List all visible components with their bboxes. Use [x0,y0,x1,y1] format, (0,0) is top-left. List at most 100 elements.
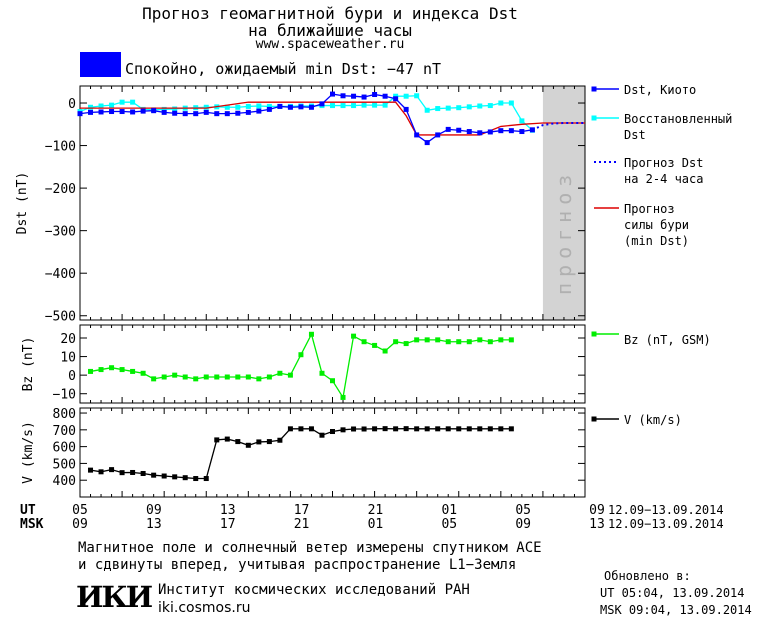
dst-series-0-point [214,111,220,117]
axis-ut-tick: 09 [589,503,605,518]
speed-ytick-label: 500 [53,457,76,472]
dst-series-0-point [361,94,367,100]
dst-series-1-point [361,102,367,108]
dst-series-0-point [224,111,230,117]
bz-series-0-point [98,367,104,373]
dst-series-0-point [435,132,441,138]
bz-series-0-point [508,337,514,343]
bz-series-0-point [498,337,504,343]
dst-series-1-point [161,106,167,112]
bz-series-0-point [277,370,283,376]
dst-series-1-point [88,104,94,110]
axis-msk-tick: 21 [294,517,310,532]
dst-series-0-point [193,111,199,117]
legend-storm-label3: (min Dst) [624,234,689,248]
bz-frame [79,324,586,404]
bz-series-0-point [319,370,325,376]
speed-ytick-label: 600 [53,441,76,456]
footer-note-line2: и сдвинуты вперед, учитывая распростране… [78,557,517,573]
dst-series-0-point [172,110,178,116]
legend-bz-marker [591,331,597,337]
speed-series-0-point [403,426,409,432]
axis-ut-tick: 17 [294,503,310,518]
bz-series-0-point [235,374,241,380]
speed-series-0-point [130,469,136,475]
dst-series-1-point [224,104,230,110]
status-indicator [80,52,121,77]
institute-url[interactable]: iki.cosmos.ru [158,600,251,616]
dst-series-0-point [445,126,451,132]
speed-series-0-point [414,426,420,432]
dst-series-1-point [130,99,136,105]
axis-ut-label: UT [20,503,36,518]
speed-series-0-point [477,426,483,432]
dst-series-1-point [393,93,399,99]
speed-series-0-point [277,437,283,443]
forecast-band [542,86,585,320]
dst-series-1-point [403,93,409,99]
speed-series-0-point [245,442,251,448]
dst-series-0-point [498,128,504,134]
bz-series-0-point [245,374,251,380]
legend-dst-kyoto-marker [591,86,597,92]
dst-series-0-point [277,103,283,109]
bz-series-0-point [456,339,462,345]
bz-series-0-point [151,376,157,382]
speed-series-0-point [424,426,430,432]
axis-msk-tick: 01 [368,517,384,532]
dst-series-0-point [519,129,525,135]
status-text: Спокойно, ожидаемый min Dst: −47 nT [125,60,442,78]
dst-frame [79,85,586,321]
bz-series-0-point [266,374,272,380]
institute-name: Институт космических исследований РАН [158,582,470,598]
axis-ut-tick: 21 [368,503,384,518]
speed-series-0-point [393,426,399,432]
dst-series-1-point [445,105,451,111]
legend-bz-label: Bz (nT, GSM) [624,333,711,347]
speed-series-0-point [266,439,272,445]
dst-series-0-point [319,101,325,107]
updated-msk: MSK 09:04, 13.09.2014 [600,603,752,617]
axis-ut-tick: 09 [146,503,162,518]
dst-series-0-point [393,96,399,102]
legend-speed-label: V (km/s) [624,413,682,427]
bz-series-0-point [214,374,220,380]
bz-ytick-label: 10 [60,351,76,366]
axis-msk-tick: 13 [589,517,605,532]
speed-series-0-point [340,427,346,433]
speed-series-0-point [161,473,167,479]
bz-series-0-point [340,394,346,400]
axis-ut-tick: 05 [72,503,88,518]
axis-ut-tick: 13 [220,503,236,518]
speed-series-0-point [466,426,472,432]
speed-ytick-label: 700 [53,424,76,439]
axis-msk-tick: 13 [146,517,162,532]
site-url[interactable]: www.spaceweather.ru [255,37,405,52]
bz-series-0-point [109,365,115,371]
dst-series-1-point [456,105,462,111]
bz-ytick-label: 0 [68,369,76,384]
dst-series-0-point [456,127,462,133]
dst-series-0-point [414,132,420,138]
bz-series-0-point [487,339,493,345]
dst-series-0-point [340,93,346,99]
dst-series-1-point [519,118,525,124]
speed-series-0-point [445,426,451,432]
dst-series-0-point [403,106,409,112]
bz-series-0-point [203,374,209,380]
dst-series-1-point [340,103,346,109]
legend-restored-marker [591,115,597,121]
speed-frame [79,407,586,498]
bz-series-0-point [435,337,441,343]
axis-ut-date: 12.09−13.09.2014 [608,503,724,517]
bz-series-0-point [298,352,304,358]
speed-ylabel: V (km/s) [21,421,36,484]
speed-series-0-point [319,432,325,438]
dst-series-0-point [351,93,357,99]
speed-series-0-point [214,437,220,443]
updated-label: Обновлено в: [604,569,691,583]
speed-series-0-point [351,426,357,432]
speed-series-0-point [88,467,94,473]
bz-series-0-point [140,370,146,376]
